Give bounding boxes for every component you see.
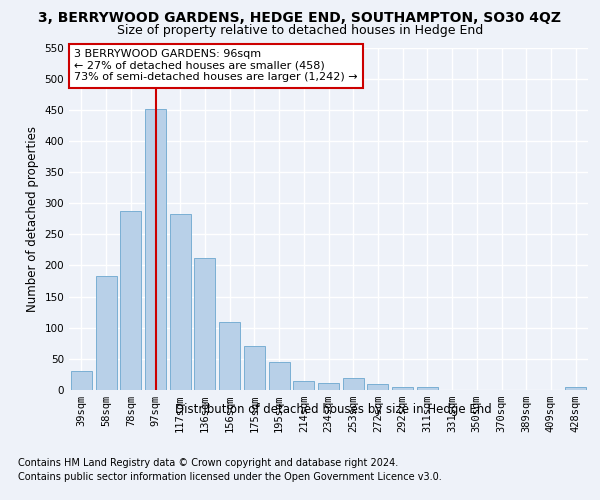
Bar [170, 214, 191, 390]
Bar [120, 212, 141, 390]
Bar [145, 108, 166, 390]
Bar [194, 258, 215, 390]
Bar [244, 346, 265, 390]
Bar [219, 322, 240, 390]
Text: Contains public sector information licensed under the Open Government Licence v3: Contains public sector information licen… [18, 472, 442, 482]
Bar [367, 384, 388, 390]
Bar [71, 372, 92, 390]
Text: 3, BERRYWOOD GARDENS, HEDGE END, SOUTHAMPTON, SO30 4QZ: 3, BERRYWOOD GARDENS, HEDGE END, SOUTHAM… [38, 11, 562, 25]
Text: Size of property relative to detached houses in Hedge End: Size of property relative to detached ho… [117, 24, 483, 37]
Bar [417, 387, 438, 390]
Bar [269, 362, 290, 390]
Bar [318, 383, 339, 390]
Y-axis label: Number of detached properties: Number of detached properties [26, 126, 39, 312]
Bar [392, 387, 413, 390]
Bar [343, 378, 364, 390]
Text: Distribution of detached houses by size in Hedge End: Distribution of detached houses by size … [175, 402, 491, 415]
Bar [95, 276, 116, 390]
Bar [293, 382, 314, 390]
Bar [565, 387, 586, 390]
Text: Contains HM Land Registry data © Crown copyright and database right 2024.: Contains HM Land Registry data © Crown c… [18, 458, 398, 468]
Text: 3 BERRYWOOD GARDENS: 96sqm
← 27% of detached houses are smaller (458)
73% of sem: 3 BERRYWOOD GARDENS: 96sqm ← 27% of deta… [74, 49, 358, 82]
